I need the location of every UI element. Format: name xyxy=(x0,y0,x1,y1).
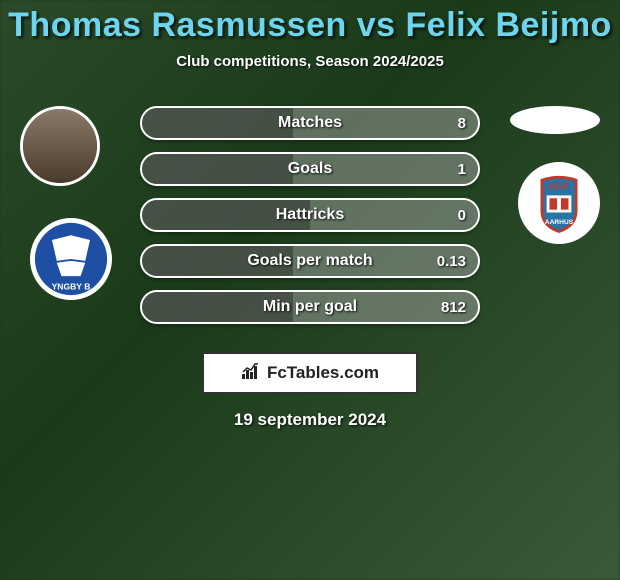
player-left-photo xyxy=(20,106,100,186)
page-title: Thomas Rasmussen vs Felix Beijmo xyxy=(0,6,620,45)
club-right-logo: AGF AARHUS xyxy=(518,162,600,244)
club-left-logo: YNGBY B xyxy=(30,218,112,300)
stat-label: Hattricks xyxy=(142,206,478,224)
stat-row: Min per goal 812 xyxy=(140,290,480,324)
club-right-svg: AGF AARHUS xyxy=(521,163,597,243)
comparison-area: YNGBY B AGF AARHUS xyxy=(0,106,620,336)
club-right-top-text: AGF xyxy=(548,182,570,193)
stat-label: Matches xyxy=(142,114,478,132)
stat-label: Goals per match xyxy=(142,252,478,270)
player-left-photo-inner xyxy=(23,109,97,183)
club-left-text: YNGBY B xyxy=(52,281,91,291)
content-wrapper: Thomas Rasmussen vs Felix Beijmo Club co… xyxy=(0,0,620,580)
club-left-svg: YNGBY B xyxy=(33,219,109,299)
stat-label: Goals xyxy=(142,160,478,178)
stat-value-right: 0.13 xyxy=(437,253,466,270)
footer-date: 19 september 2024 xyxy=(0,410,620,430)
club-left-logo-inner: YNGBY B xyxy=(33,221,109,297)
brand-box[interactable]: FcTables.com xyxy=(202,352,418,394)
stat-row: Hattricks 0 xyxy=(140,198,480,232)
club-right-bottom-text: AARHUS xyxy=(545,219,574,226)
club-right-logo-inner: AGF AARHUS xyxy=(521,165,597,241)
stat-row: Goals 1 xyxy=(140,152,480,186)
stat-row: Goals per match 0.13 xyxy=(140,244,480,278)
stat-row: Matches 8 xyxy=(140,106,480,140)
brand-text: FcTables.com xyxy=(267,363,379,383)
stat-value-right: 1 xyxy=(458,161,466,178)
stat-value-right: 0 xyxy=(458,207,466,224)
stat-value-right: 8 xyxy=(458,115,466,132)
stat-label: Min per goal xyxy=(142,298,478,316)
brand-chart-icon xyxy=(241,362,261,385)
stat-rows-container: Matches 8 Goals 1 Hattricks 0 xyxy=(140,106,480,336)
brand-chart-svg xyxy=(241,362,261,380)
player-right-photo xyxy=(510,106,600,134)
stat-value-right: 812 xyxy=(441,299,466,316)
page-subtitle: Club competitions, Season 2024/2025 xyxy=(0,53,620,70)
